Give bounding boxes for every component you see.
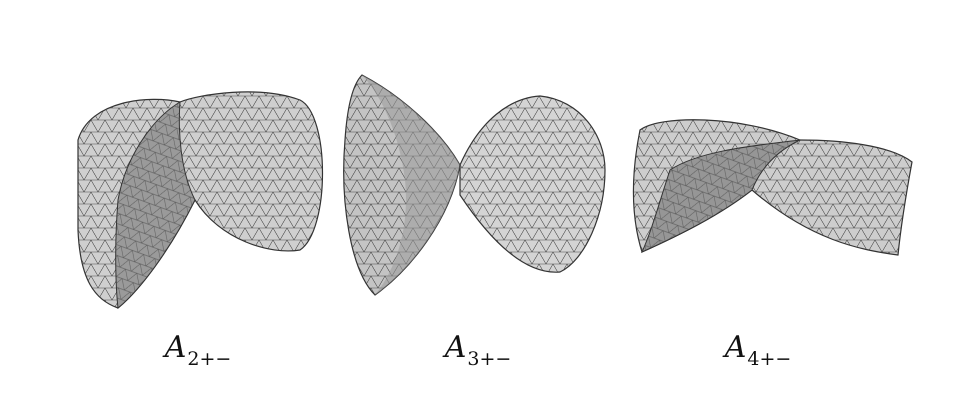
label-a2-subscript: 2+−: [187, 348, 232, 370]
label-a4-symbol: A: [724, 330, 747, 365]
label-a3-symbol: A: [444, 330, 467, 365]
surface-a4: [632, 119, 913, 256]
surface-a3: [343, 74, 606, 296]
label-a2-symbol: A: [164, 330, 187, 365]
label-a3-subscript: 3+−: [467, 348, 512, 370]
label-a4-subscript: 4+−: [747, 348, 792, 370]
label-a3: A3+−: [398, 330, 558, 370]
label-a2: A2+−: [118, 330, 278, 370]
surface-a2: [77, 91, 324, 309]
label-a4: A4+−: [678, 330, 838, 370]
